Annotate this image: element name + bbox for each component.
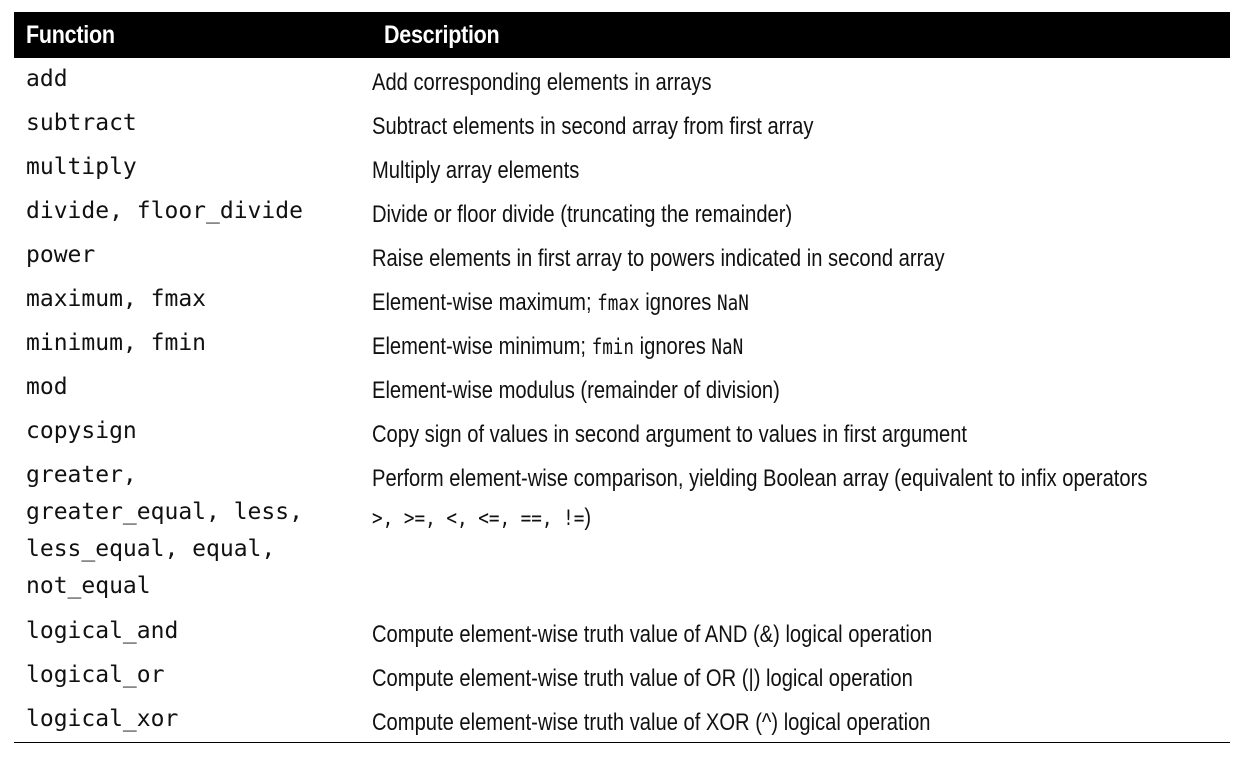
description-cell: Multiply array elements: [372, 146, 1230, 190]
description-cell: Copy sign of values in second argument t…: [372, 410, 1230, 454]
description-cell: Compute element-wise truth value of XOR …: [372, 698, 1230, 743]
table-row: add Add corresponding elements in arrays: [14, 58, 1230, 102]
table-row: power Raise elements in first array to p…: [14, 234, 1230, 278]
description-cell: Compute element-wise truth value of OR (…: [372, 654, 1230, 698]
description-text: Multiply array elements: [372, 157, 580, 184]
function-header-label: Function: [26, 20, 115, 49]
function-line: greater,: [26, 462, 137, 488]
description-text: Element-wise modulus (remainder of divis…: [372, 377, 780, 404]
table-row: logical_and Compute element-wise truth v…: [14, 610, 1230, 654]
description-code: >, >=, <, <=, ==, !=: [372, 506, 585, 530]
description-cell: Divide or floor divide (truncating the r…: [372, 190, 1230, 234]
description-text: Copy sign of values in second argument t…: [372, 421, 968, 448]
description-cell: Subtract elements in second array from f…: [372, 102, 1230, 146]
table-row: logical_xor Compute element-wise truth v…: [14, 698, 1230, 743]
table-row: logical_or Compute element-wise truth va…: [14, 654, 1230, 698]
ufunc-table: Function Description add Add correspondi…: [14, 12, 1230, 743]
function-cell: logical_or: [26, 662, 165, 688]
description-line: >, >=, <, <=, ==, !=): [372, 499, 1230, 538]
description-code: fmin: [591, 335, 635, 359]
function-cell: add: [26, 66, 68, 92]
table-row: copysign Copy sign of values in second a…: [14, 410, 1230, 454]
function-column-header: Function: [14, 12, 372, 58]
description-cell: Element-wise minimum; fmin ignores NaN: [372, 322, 1230, 366]
function-cell: divide, floor_divide: [26, 198, 303, 224]
description-text: Divide or floor divide (truncating the r…: [372, 201, 793, 228]
description-line: Perform element-wise comparison, yieldin…: [372, 460, 1230, 499]
header-row: Function Description: [14, 12, 1230, 58]
description-code: fmax: [597, 291, 640, 315]
table-row: mod Element-wise modulus (remainder of d…: [14, 366, 1230, 410]
description-cell: Raise elements in first array to powers …: [372, 234, 1230, 278]
description-text: Add corresponding elements in arrays: [372, 69, 712, 96]
function-cell: power: [26, 242, 96, 268]
function-cell: subtract: [26, 110, 137, 136]
function-cell: logical_and: [26, 618, 179, 644]
description-code: NaN: [716, 291, 749, 315]
function-line: greater_equal, less,: [26, 499, 303, 525]
table-row: subtract Subtract elements in second arr…: [14, 102, 1230, 146]
function-line: not_equal: [26, 573, 151, 599]
description-part: Element-wise maximum;: [372, 289, 598, 316]
description-part: ignores: [639, 289, 717, 316]
description-part: ignores: [634, 333, 712, 360]
function-cell: multiply: [26, 154, 137, 180]
function-line: less_equal, equal,: [26, 536, 276, 562]
function-cell: logical_xor: [14, 698, 372, 743]
description-text: Subtract elements in second array from f…: [372, 113, 814, 140]
description-header-label: Description: [384, 20, 500, 49]
description-cell: Perform element-wise comparison, yieldin…: [372, 454, 1230, 610]
description-part: Element-wise minimum;: [372, 333, 592, 360]
function-cell: greater, greater_equal, less, less_equal…: [14, 454, 372, 610]
description-cell: Element-wise modulus (remainder of divis…: [372, 366, 1230, 410]
description-text: Compute element-wise truth value of AND …: [372, 621, 933, 648]
function-cell: copysign: [26, 418, 137, 444]
description-part: ): [584, 504, 592, 531]
function-cell: maximum, fmax: [26, 286, 207, 312]
description-text: Element-wise minimum; fmin ignores NaN: [372, 328, 743, 366]
description-text: >, >=, <, <=, ==, !=): [372, 499, 591, 537]
function-cell: minimum, fmin: [26, 330, 207, 356]
description-cell: Compute element-wise truth value of AND …: [372, 610, 1230, 654]
description-text: Raise elements in first array to powers …: [372, 245, 945, 272]
description-cell: Add corresponding elements in arrays: [372, 58, 1230, 102]
table-row: minimum, fmin Element-wise minimum; fmin…: [14, 322, 1230, 366]
description-text: Compute element-wise truth value of XOR …: [372, 709, 931, 736]
description-text: Perform element-wise comparison, yieldin…: [372, 465, 1148, 492]
description-text: Compute element-wise truth value of OR (…: [372, 665, 913, 692]
table-row: maximum, fmax Element-wise maximum; fmax…: [14, 278, 1230, 322]
function-cell: mod: [26, 374, 68, 400]
description-cell: Element-wise maximum; fmax ignores NaN: [372, 278, 1230, 322]
table-row: divide, floor_divide Divide or floor div…: [14, 190, 1230, 234]
description-text: Element-wise maximum; fmax ignores NaN: [372, 284, 749, 322]
table-row: greater, greater_equal, less, less_equal…: [14, 454, 1230, 610]
table-row: multiply Multiply array elements: [14, 146, 1230, 190]
description-code: NaN: [711, 335, 744, 359]
description-column-header: Description: [372, 12, 1230, 58]
